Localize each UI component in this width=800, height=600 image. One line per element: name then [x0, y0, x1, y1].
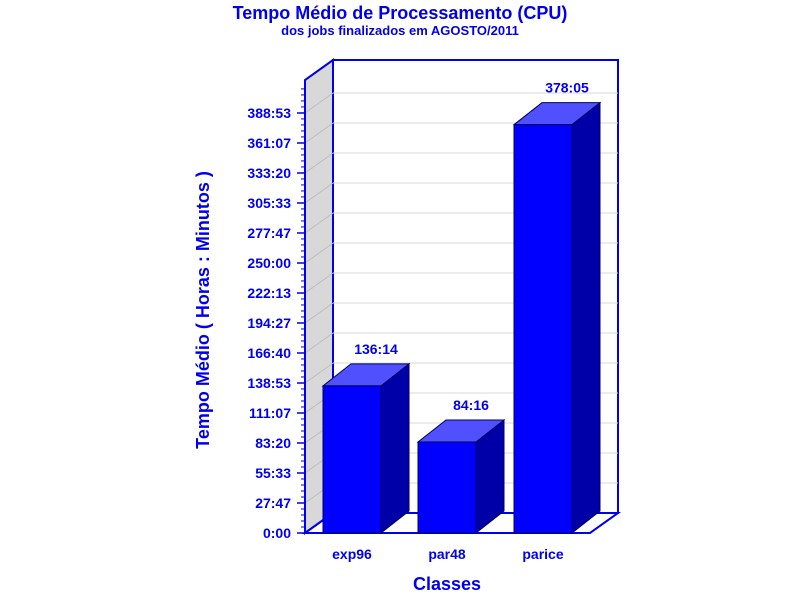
chart-subtitle: dos jobs finalizados em AGOSTO/2011	[281, 23, 519, 38]
y-tick-label: 222:13	[247, 285, 291, 301]
y-tick-label: 138:53	[247, 375, 291, 391]
y-tick-label: 361:07	[247, 135, 291, 151]
y-tick-label: 305:33	[247, 195, 291, 211]
bar	[513, 124, 573, 534]
side-grid-line	[304, 242, 334, 264]
y-tick-label: 194:27	[247, 315, 291, 331]
x-tick-label: par48	[428, 546, 466, 562]
side-grid-line	[304, 92, 334, 114]
bar-side	[380, 362, 410, 535]
y-tick-label: 250:00	[247, 255, 291, 271]
x-tick-label: exp96	[332, 546, 372, 562]
chart-title: Tempo Médio de Processamento (CPU)	[232, 3, 568, 23]
bar-side	[571, 101, 601, 535]
data-label: 136:14	[354, 341, 398, 357]
bar	[322, 385, 382, 534]
y-tick-label: 277:47	[247, 225, 291, 241]
side-grid-line	[304, 152, 334, 174]
y-tick-label: 333:20	[247, 165, 291, 181]
y-tick-label: 27:47	[255, 495, 291, 511]
y-tick-label: 111:07	[249, 405, 291, 421]
side-grid-line	[304, 182, 334, 204]
y-tick-label: 55:33	[255, 465, 291, 481]
x-axis-title: Classes	[413, 574, 481, 594]
bar	[417, 441, 477, 534]
side-grid-line	[304, 272, 334, 294]
data-label: 378:05	[545, 80, 589, 96]
x-tick-label: parice	[522, 546, 563, 562]
side-grid-line	[304, 212, 334, 234]
side-grid-line	[304, 362, 334, 384]
side-grid-line	[304, 332, 334, 354]
y-tick-label: 166:40	[247, 345, 291, 361]
y-tick-label: 0:00	[263, 525, 291, 541]
side-grid-line	[304, 122, 334, 144]
y-tick-label: 83:20	[255, 435, 291, 451]
y-axis-title: Tempo Médio ( Horas : Minutos )	[193, 171, 213, 449]
data-label: 84:16	[453, 397, 489, 413]
y-tick-label: 388:53	[247, 105, 291, 121]
side-grid-line	[304, 302, 334, 324]
